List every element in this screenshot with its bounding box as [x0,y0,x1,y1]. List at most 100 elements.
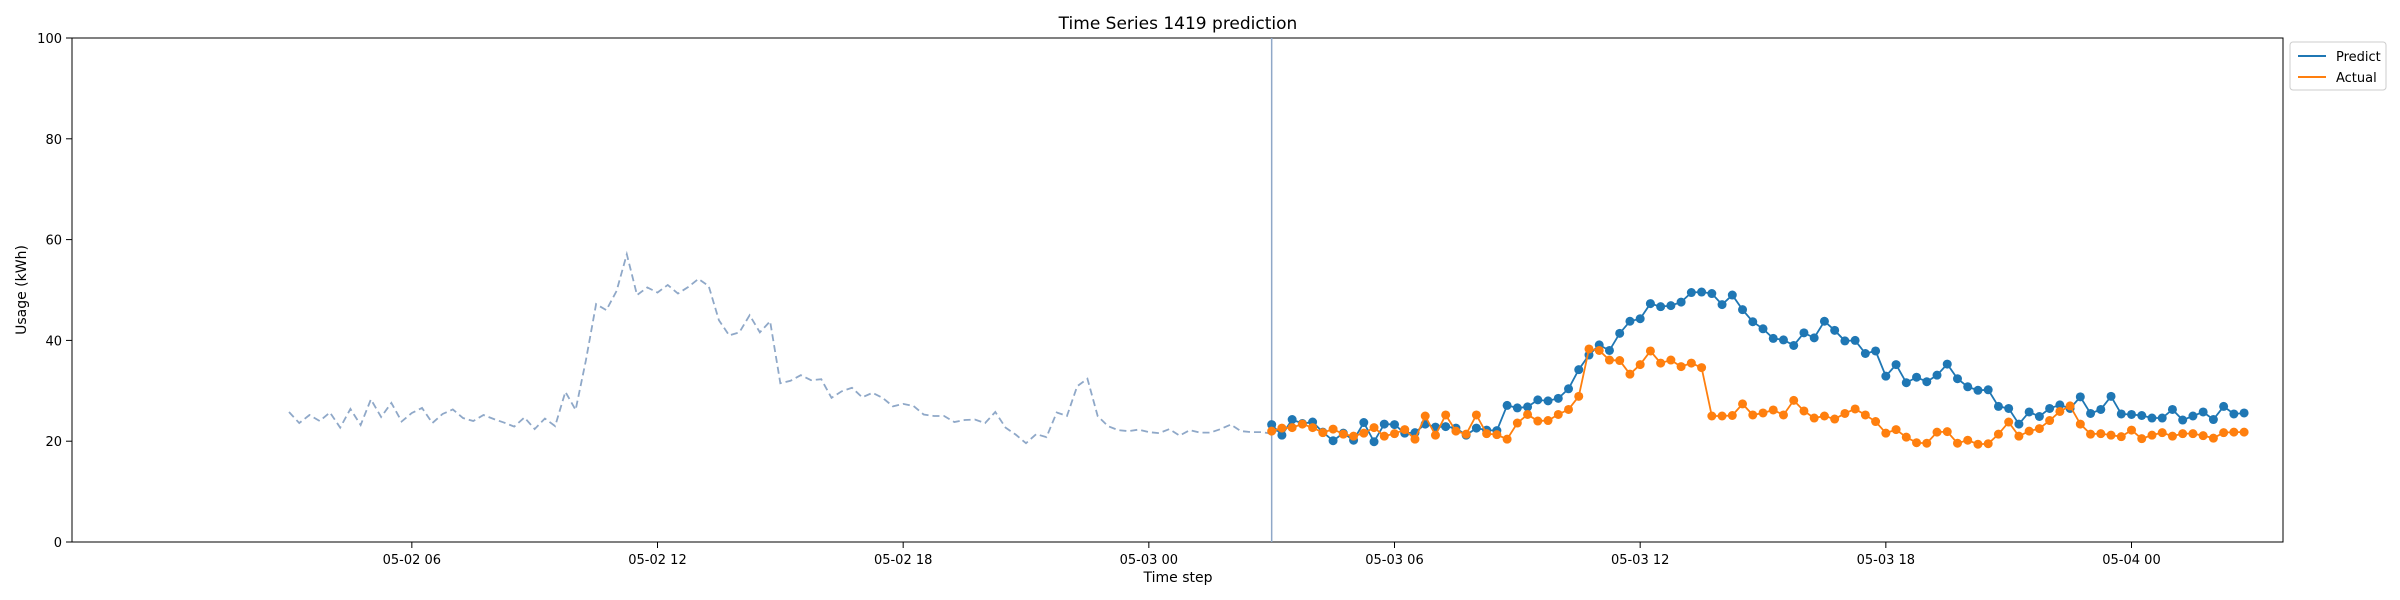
predict-point [1328,436,1338,446]
predict-point [1645,299,1655,309]
predict-series-line [1271,291,2245,444]
actual-point [1901,432,1911,442]
predict-point [2055,400,2065,410]
predict-point [1963,382,1973,392]
x-tick-label: 05-03 06 [1365,553,1423,568]
actual-point [1922,438,1932,448]
actual-point [1645,346,1655,356]
actual-point [1973,439,1983,449]
x-axis-label: Time step [1143,570,1213,586]
actual-point [1993,429,2003,439]
actual-point [2219,428,2229,438]
actual-point [1461,429,1471,439]
predict-point [2188,411,2198,421]
x-tick-label: 05-02 12 [628,553,686,568]
predict-point [2045,403,2055,413]
predict-point [1809,333,1819,343]
actual-point [2239,427,2249,437]
predict-point [1287,415,1297,425]
actual-point [1267,426,1277,436]
predict-point [1379,419,1389,429]
predict-point [1871,346,1881,356]
actual-point [1850,404,1860,414]
actual-point [1410,434,1420,444]
predict-point [1932,370,1942,380]
actual-point [2075,419,2085,429]
actual-point [1430,430,1440,440]
actual-point [1615,356,1625,366]
predict-point [1727,290,1737,300]
history-series-line [288,250,1283,445]
y-tick-label: 100 [37,32,62,47]
actual-point [1625,369,1635,379]
legend: Predict Actual [2289,41,2387,91]
predict-point [2178,415,2188,425]
series-layer [288,38,2249,542]
actual-point [1318,428,1328,438]
actual-point [1891,425,1901,435]
predict-point [1656,302,1666,312]
predict-point [1523,402,1533,412]
actual-point [1492,430,1502,440]
actual-point [2116,432,2126,442]
predict-point [1840,336,1850,346]
actual-point [2055,406,2065,416]
y-tick-label: 0 [54,536,62,551]
actual-point [2229,427,2239,437]
chart-title: Time Series 1419 prediction [1058,14,1298,34]
x-tick-label: 05-02 06 [383,553,441,568]
predict-point [2198,407,2208,417]
predict-point [1778,335,1788,345]
actual-point [2178,429,2188,439]
actual-point [2014,431,2024,441]
predict-point [1441,422,1451,432]
predict-point [1471,423,1481,433]
actual-point [1277,423,1287,433]
legend-label-predict: Predict [2336,50,2381,65]
predict-point [1952,374,1962,384]
actual-point [1369,423,1379,433]
actual-point [1656,358,1666,368]
predict-point [2075,392,2085,402]
predict-point [2147,413,2157,423]
predict-point [1390,420,1400,430]
predict-point [1277,430,1287,440]
predict-point [1993,401,2003,411]
actual-point [2024,426,2034,436]
x-tick-label: 05-02 18 [874,553,932,568]
predict-point [2167,404,2177,414]
actual-point [1758,408,1768,418]
actual-point [1308,423,1318,433]
predict-point [2014,419,2024,429]
predict-point [2157,413,2167,423]
actual-point [1727,410,1737,420]
actual-point [1799,406,1809,416]
predict-point [1738,305,1748,315]
predict-point [1973,385,1983,395]
predict-point [2086,408,2096,418]
actual-point [1482,429,1492,439]
actual-point [1523,409,1533,419]
predict-point [1625,316,1635,326]
predict-point [1830,325,1840,335]
actual-point [1676,362,1686,372]
actual-point [1748,410,1758,420]
x-tick-label: 05-03 18 [1857,553,1915,568]
actual-point [1860,410,1870,420]
actual-point [1635,360,1645,370]
actual-point [1451,426,1461,436]
actual-point [1287,423,1297,433]
actual-point [2065,401,2075,411]
y-tick-label: 20 [45,435,62,450]
actual-point [2198,431,2208,441]
actual-point [2096,429,2106,439]
actual-point [1297,419,1307,429]
predict-point [1819,316,1829,326]
actual-point [1983,439,1993,449]
actual-point [1420,411,1430,421]
actual-point [1400,425,1410,435]
predict-point [1615,328,1625,338]
predict-point [1369,437,1379,447]
actual-point [2208,433,2218,443]
predict-point [1758,324,1768,334]
